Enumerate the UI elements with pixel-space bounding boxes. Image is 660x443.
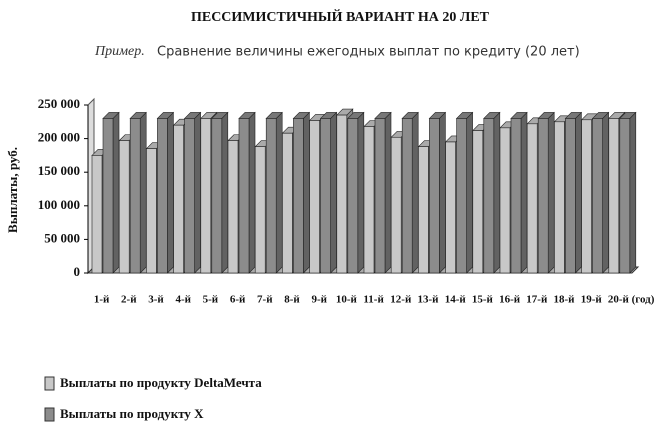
bar-side [602, 111, 609, 274]
bar [374, 118, 386, 274]
bar-side [575, 111, 582, 274]
bar [429, 118, 440, 274]
bar [211, 118, 223, 274]
legend-label: Выплаты по продукту DeltaМечта [60, 375, 262, 390]
bar-side [112, 111, 120, 274]
bar-side [493, 111, 501, 274]
bar [118, 140, 130, 274]
x-tick-label: 10-й [336, 294, 358, 306]
bar [483, 118, 495, 274]
bar [91, 155, 103, 274]
x-tick-label: 11-й [363, 294, 384, 306]
bar [526, 123, 538, 274]
bar [309, 120, 320, 274]
subtitle-lead: Пример. [94, 44, 145, 59]
y-axis-label: Выплаты, руб. [5, 147, 20, 233]
bar [129, 118, 141, 274]
bar [537, 118, 549, 274]
bar [254, 146, 266, 274]
bar [200, 118, 212, 274]
bar [592, 118, 603, 274]
bar-side [411, 111, 419, 274]
bar [418, 146, 429, 274]
subtitle: Сравнение величины ежегодных выплат по к… [157, 45, 580, 60]
bar [472, 130, 484, 274]
x-tick-label: 7-й [257, 294, 273, 306]
x-tick-label: 4-й [175, 294, 191, 306]
x-tick-label: 16-й [499, 294, 521, 306]
y-tick-label: 200 000 [38, 130, 80, 145]
bar [157, 118, 168, 274]
bar [581, 119, 592, 274]
bar-side [357, 111, 365, 274]
bar [320, 118, 331, 274]
bar-side [466, 111, 473, 274]
bar-side [439, 111, 446, 274]
bar [347, 118, 359, 274]
y-tick-label: 0 [74, 264, 81, 279]
x-tick-label: 12-й [390, 294, 412, 306]
x-tick-label: 3-й [148, 294, 164, 306]
x-tick-label: 17-й [526, 294, 548, 306]
x-tick-label: 13-й [417, 294, 439, 306]
bar-side [248, 111, 256, 274]
legend-label: Выплаты по продукту X [60, 406, 204, 421]
y-tick-label: 50 000 [44, 230, 80, 245]
x-tick-label: 9-й [311, 294, 327, 306]
bar [227, 140, 239, 274]
x-tick-label: 15-й [472, 294, 494, 306]
y-tick-label: 250 000 [38, 96, 80, 111]
legend-swatch [44, 376, 55, 391]
chart-title: ПЕССИМИСТИЧНЫЙ ВАРИАНТ НА 20 ЛЕТ [191, 8, 490, 25]
bar [184, 118, 195, 274]
bar [390, 136, 402, 274]
bar [336, 114, 348, 274]
bar-side [167, 111, 174, 274]
x-tick-label: 5-й [203, 294, 219, 306]
x-tick-label: 18-й [553, 294, 575, 306]
bar [510, 118, 522, 274]
x-axis-label: (год) [632, 294, 655, 306]
bar [102, 118, 114, 274]
x-tick-label: 14-й [445, 294, 467, 306]
x-tick-label: 20-й [608, 294, 630, 306]
bar [554, 121, 565, 274]
x-tick-label: 2-й [121, 294, 137, 306]
bar [363, 126, 375, 274]
bar [146, 148, 157, 274]
bar [265, 118, 277, 274]
bar-side [275, 111, 283, 274]
bar-side [629, 111, 637, 274]
bar [565, 118, 576, 274]
x-tick-label: 1-й [94, 294, 110, 306]
bar [282, 132, 293, 274]
bar-side [520, 111, 528, 274]
legend-swatch [44, 407, 55, 422]
bar [293, 118, 304, 274]
bar-side [547, 111, 555, 274]
bar-side [194, 111, 201, 274]
bar [456, 118, 467, 274]
x-tick-label: 19-й [581, 294, 603, 306]
y-tick-label: 100 000 [38, 197, 80, 212]
bar-side [384, 111, 392, 274]
bar [401, 118, 413, 274]
bar [445, 141, 456, 274]
bar [173, 124, 184, 274]
bar-side [303, 111, 310, 274]
y-tick-label: 150 000 [38, 163, 80, 178]
bar-side [330, 111, 337, 274]
bar [619, 118, 631, 274]
x-tick-label: 6-й [230, 294, 246, 306]
bar [238, 118, 250, 274]
x-tick-label: 8-й [284, 294, 300, 306]
bar-side [221, 111, 229, 274]
bar-side [139, 111, 147, 274]
bar [608, 118, 620, 274]
bar [499, 127, 511, 274]
